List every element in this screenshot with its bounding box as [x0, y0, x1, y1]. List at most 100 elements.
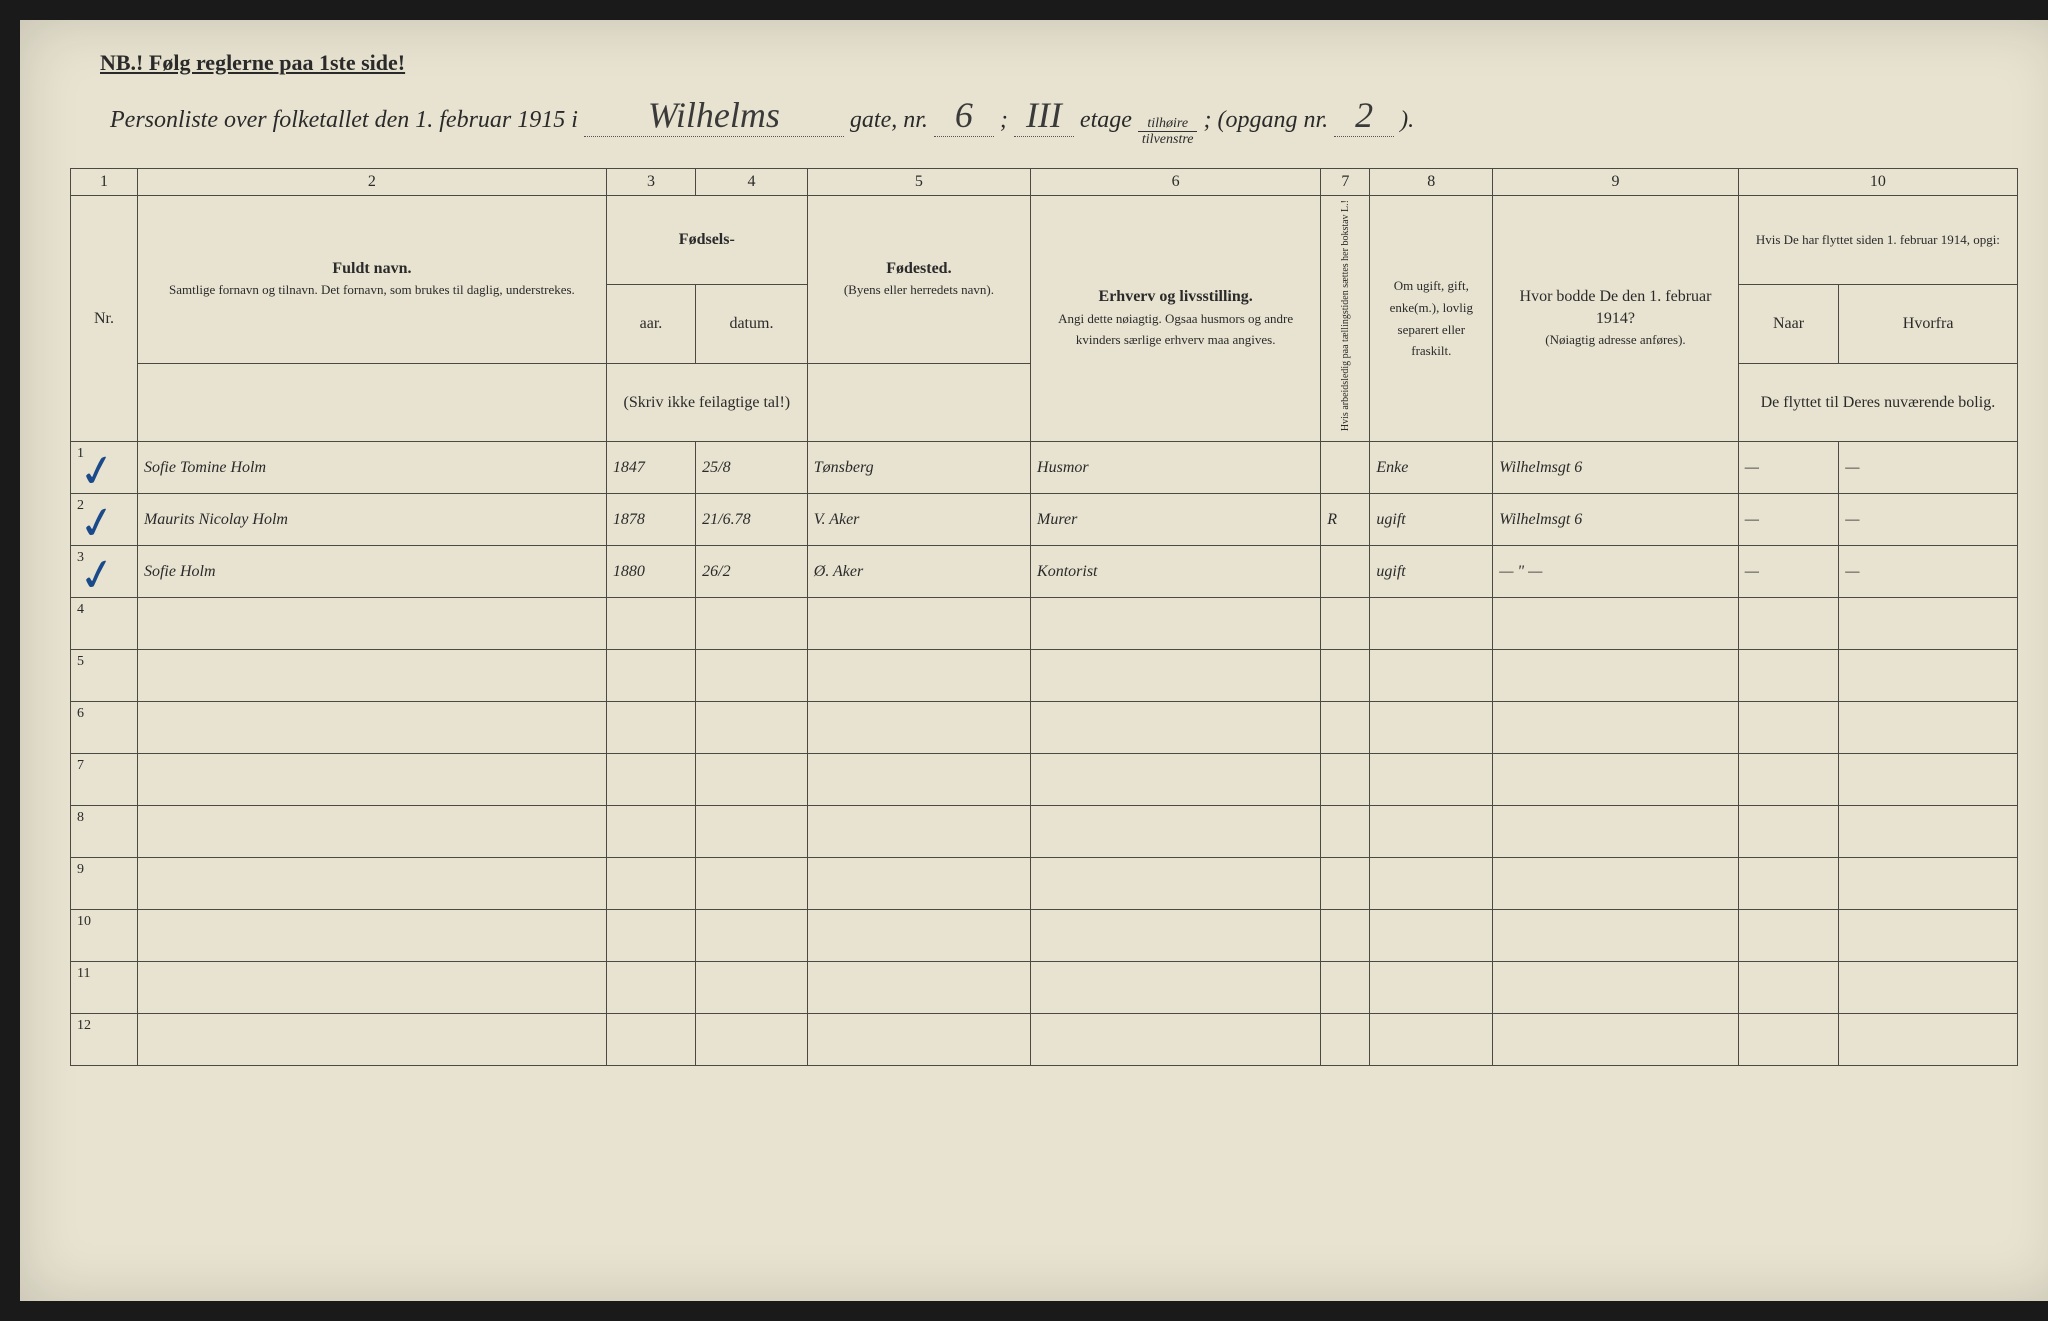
row-nr: 9 — [71, 858, 138, 910]
hdr-occupation: Erhverv og livsstilling. Angi dette nøia… — [1031, 195, 1321, 442]
cell-name — [137, 650, 606, 702]
row-nr: 8 — [71, 806, 138, 858]
cell-moved-from: — — [1839, 442, 2018, 494]
nb-header: NB.! Følg reglerne paa 1ste side! — [100, 50, 2018, 76]
cell-year: 1880 — [606, 546, 695, 598]
cell-year — [606, 650, 695, 702]
cell-moved-when — [1738, 858, 1838, 910]
cell-birthplace: Ø. Aker — [807, 546, 1030, 598]
colnum-10: 10 — [1738, 168, 2017, 195]
cell-occupation — [1031, 806, 1321, 858]
opgang-nr-fill: 2 — [1334, 94, 1394, 137]
cell-occupation — [1031, 858, 1321, 910]
table-row: 12 — [71, 1014, 2018, 1066]
cell-moved-when: — — [1738, 494, 1838, 546]
table-row: 3✓Sofie Holm188026/2Ø. AkerKontoristugif… — [71, 546, 2018, 598]
cell-moved-from: — — [1839, 494, 2018, 546]
table-row: 2✓Maurits Nicolay Holm187821/6.78V. Aker… — [71, 494, 2018, 546]
cell-year — [606, 910, 695, 962]
cell-name — [137, 754, 606, 806]
cell-moved-when — [1738, 910, 1838, 962]
cell-address — [1493, 858, 1739, 910]
cell-date — [696, 754, 808, 806]
cell-name — [137, 858, 606, 910]
cell-occupation — [1031, 598, 1321, 650]
table-row: 1✓Sofie Tomine Holm184725/8TønsbergHusmo… — [71, 442, 2018, 494]
cell-moved-from — [1839, 650, 2018, 702]
cell-marital — [1370, 702, 1493, 754]
cell-year: 1847 — [606, 442, 695, 494]
cell-marital: Enke — [1370, 442, 1493, 494]
cell-date — [696, 1014, 808, 1066]
cell-occupation — [1031, 962, 1321, 1014]
cell-col7 — [1321, 442, 1370, 494]
cell-col7 — [1321, 754, 1370, 806]
house-nr-fill: 6 — [934, 94, 994, 137]
hdr-year: aar. — [606, 284, 695, 363]
hdr-name-blank — [137, 363, 606, 442]
cell-name: Sofie Holm — [137, 546, 606, 598]
row-nr: 2✓ — [71, 494, 138, 546]
cell-col7 — [1321, 650, 1370, 702]
cell-name: Maurits Nicolay Holm — [137, 494, 606, 546]
colnum-9: 9 — [1493, 168, 1739, 195]
hdr-nr: Nr. — [71, 195, 138, 442]
hdr-moved-from: Hvorfra — [1839, 284, 2018, 363]
cell-moved-when — [1738, 806, 1838, 858]
row-nr: 3✓ — [71, 546, 138, 598]
colnum-7: 7 — [1321, 168, 1370, 195]
cell-birthplace: V. Aker — [807, 494, 1030, 546]
semicolon-1: ; — [1000, 107, 1008, 134]
cell-address — [1493, 962, 1739, 1014]
cell-birthplace — [807, 650, 1030, 702]
cell-moved-from: — — [1839, 546, 2018, 598]
cell-address: Wilhelmsgt 6 — [1493, 442, 1739, 494]
cell-birthplace — [807, 598, 1030, 650]
census-table: 1 2 3 4 5 6 7 8 9 10 Nr. Fuldt navn. Sam… — [70, 168, 2018, 1067]
cell-marital — [1370, 910, 1493, 962]
header-row-1: Nr. Fuldt navn. Samtlige fornavn og tiln… — [71, 195, 2018, 284]
row-nr: 4 — [71, 598, 138, 650]
cell-address — [1493, 1014, 1739, 1066]
tilhoire-tilvenstre: tilhøire tilvenstre — [1138, 116, 1198, 148]
cell-address: — " — — [1493, 546, 1739, 598]
cell-occupation — [1031, 1014, 1321, 1066]
cell-col7 — [1321, 546, 1370, 598]
cell-birthplace — [807, 806, 1030, 858]
cell-col7 — [1321, 806, 1370, 858]
hdr-marital: Om ugift, gift, enke(m.), lovlig separer… — [1370, 195, 1493, 442]
column-number-row: 1 2 3 4 5 6 7 8 9 10 — [71, 168, 2018, 195]
cell-moved-when — [1738, 962, 1838, 1014]
cell-year: 1878 — [606, 494, 695, 546]
opgang-suffix: ). — [1400, 107, 1414, 134]
cell-moved-when — [1738, 1014, 1838, 1066]
cell-moved-when: — — [1738, 546, 1838, 598]
cell-occupation: Murer — [1031, 494, 1321, 546]
cell-marital — [1370, 858, 1493, 910]
cell-date — [696, 702, 808, 754]
cell-address — [1493, 806, 1739, 858]
table-row: 9 — [71, 858, 2018, 910]
cell-col7 — [1321, 598, 1370, 650]
cell-col7 — [1321, 858, 1370, 910]
cell-marital: ugift — [1370, 546, 1493, 598]
cell-birthplace — [807, 1014, 1030, 1066]
table-row: 11 — [71, 962, 2018, 1014]
row-nr: 6 — [71, 702, 138, 754]
cell-moved-from — [1839, 702, 2018, 754]
cell-name — [137, 806, 606, 858]
cell-moved-from — [1839, 754, 2018, 806]
colnum-3: 3 — [606, 168, 695, 195]
cell-moved-when — [1738, 598, 1838, 650]
hdr-date: datum. — [696, 284, 808, 363]
table-row: 7 — [71, 754, 2018, 806]
cell-col7: R — [1321, 494, 1370, 546]
etage-nr-fill: III — [1014, 94, 1074, 137]
cell-birthplace — [807, 702, 1030, 754]
colnum-2: 2 — [137, 168, 606, 195]
cell-address — [1493, 702, 1739, 754]
cell-marital — [1370, 598, 1493, 650]
hdr-birth-note: (Skriv ikke feilagtige tal!) — [606, 363, 807, 442]
title-line: Personliste over folketallet den 1. febr… — [110, 94, 2018, 148]
cell-occupation — [1031, 650, 1321, 702]
